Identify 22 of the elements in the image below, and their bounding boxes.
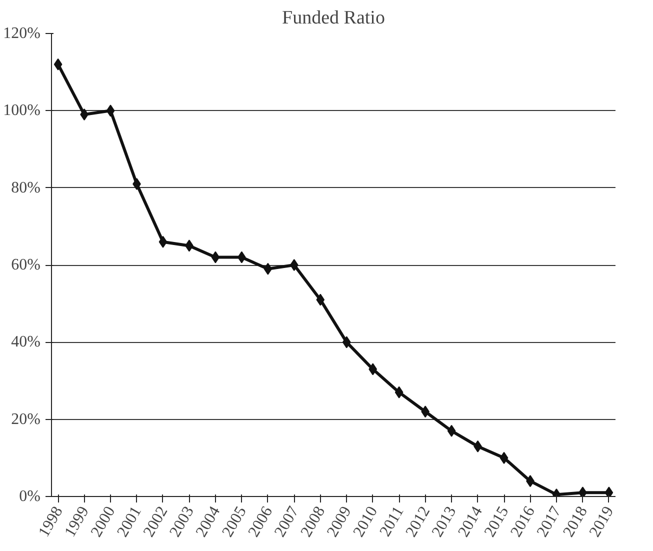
chart-title: Funded Ratio	[282, 8, 385, 28]
point	[264, 262, 272, 275]
point	[158, 236, 168, 248]
y-tick-label: 120%	[3, 25, 40, 42]
point	[316, 294, 325, 306]
point	[211, 251, 220, 264]
point	[106, 104, 115, 117]
point	[500, 452, 508, 464]
y-tick-label: 20%	[11, 410, 40, 428]
point	[342, 336, 351, 348]
y-tick-label: 40%	[11, 334, 40, 351]
point	[578, 486, 587, 496]
y-tick-label: 60%	[11, 256, 40, 274]
y-tick-label: 80%	[11, 179, 40, 196]
point	[290, 259, 298, 271]
y-tick-label: 0%	[19, 488, 40, 505]
point	[447, 424, 456, 437]
point	[604, 486, 614, 496]
point	[368, 363, 378, 376]
point	[54, 58, 62, 70]
y-tick-label: 100%	[3, 102, 40, 120]
point	[394, 386, 404, 398]
